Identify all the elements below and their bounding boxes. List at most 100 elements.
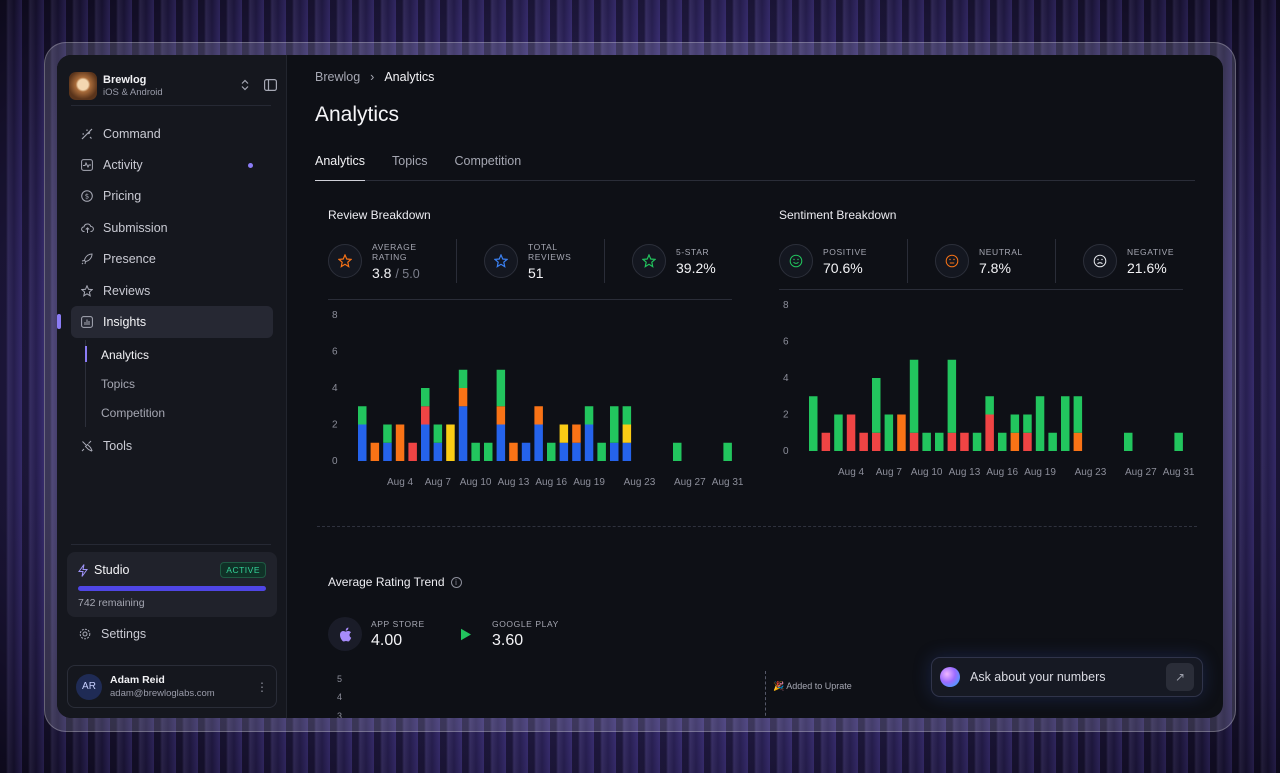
page-title: Analytics (315, 103, 400, 126)
stat-value: 51 (528, 264, 544, 281)
bar-segment (723, 442, 732, 461)
subnav-item-competition[interactable]: Competition (101, 405, 166, 420)
bar-segment (421, 424, 430, 461)
user-card[interactable]: AR Adam Reid adam@brewloglabs.com ⋮ (67, 665, 277, 708)
stat-label: 5-STAR (676, 246, 710, 257)
bar-segment (622, 406, 632, 425)
sidebar-item-label: Reviews (103, 283, 151, 298)
chevron-updown-icon[interactable] (240, 79, 250, 94)
y-tick-label: 2 (783, 410, 789, 421)
tab-analytics[interactable]: Analytics (315, 154, 366, 181)
stat-average-rating: AVERAGE RATING 3.8 / 5.0 (328, 239, 456, 283)
bar-segment (584, 424, 594, 461)
pricing-icon: $ (79, 188, 95, 204)
bar-segment (935, 432, 944, 451)
bar-segment (834, 414, 843, 451)
studio-card[interactable]: Studio ACTIVE 742 remaining (67, 552, 277, 617)
bar-segment (471, 442, 480, 461)
bar-segment (622, 424, 632, 443)
bar-segment (534, 406, 543, 425)
neutral-face-icon (935, 244, 969, 278)
user-name: Adam Reid (110, 674, 165, 686)
info-icon[interactable]: i (450, 576, 462, 588)
x-tick-label: Aug 7 (425, 477, 452, 488)
subnav-item-analytics[interactable]: Analytics (85, 340, 255, 369)
sidebar: Brewlog iOS & Android Command Activity (57, 55, 287, 718)
bar-segment (383, 424, 392, 443)
bar-segment (610, 442, 619, 461)
stat-total-reviews: TOTAL REVIEWS 51 (457, 239, 604, 283)
chevron-right-icon: › (370, 70, 375, 84)
sidebar-item-label: Pricing (103, 189, 142, 204)
tools-icon (79, 438, 95, 454)
sidebar-nav-tools: Tools (71, 430, 273, 461)
review-stats: AVERAGE RATING 3.8 / 5.0 TOTAL REVIEWS 5… (328, 239, 716, 283)
bar-segment (673, 442, 682, 461)
more-vertical-icon[interactable]: ⋮ (256, 679, 268, 694)
bar-segment (395, 424, 405, 461)
subnav-item-topics[interactable]: Topics (101, 376, 136, 391)
y-tick-label: 0 (783, 446, 789, 457)
tab-topics[interactable]: Topics (392, 154, 428, 168)
bar-segment (947, 432, 957, 451)
sidebar-item-activity[interactable]: Activity (71, 149, 273, 180)
bar-segment (534, 424, 543, 461)
svg-text:$: $ (85, 193, 89, 201)
x-tick-label: Aug 16 (535, 477, 567, 488)
bar-segment (458, 388, 468, 407)
app-window: Brewlog iOS & Android Command Activity (57, 55, 1223, 718)
activity-icon (79, 157, 95, 173)
bar-segment (1023, 432, 1032, 451)
sentiment-stats: POSITIVE 70.6% NEUTRAL 7.8% NEGATIVE 21.… (779, 239, 1174, 283)
stat-value: 7.8% (979, 259, 1011, 276)
sidebar-item-insights[interactable]: Insights (57, 306, 273, 338)
workspace-name: Brewlog (103, 74, 147, 86)
tab-competition[interactable]: Competition (454, 154, 522, 168)
bar-segment (960, 432, 969, 451)
bar-segment (821, 432, 831, 451)
sidebar-item-label: Presence (103, 252, 156, 267)
main-content: Brewlog › Analytics Analytics Analytics … (287, 55, 1223, 718)
ask-input[interactable]: Ask about your numbers (970, 670, 1106, 684)
rating-trend-title: Average Rating Trend (328, 575, 445, 589)
bar-segment (1010, 414, 1020, 433)
bar-segment (1073, 432, 1083, 451)
sidebar-toggle-icon[interactable] (264, 78, 278, 94)
y-tick-label: 8 (783, 300, 789, 311)
arrow-up-right-icon[interactable]: ↗ (1166, 663, 1194, 691)
sidebar-item-tools[interactable]: Tools (71, 430, 273, 461)
bar-segment (572, 424, 581, 443)
sidebar-item-reviews[interactable]: Reviews (71, 275, 273, 306)
sentiment-breakdown-chart: 0 2 4 6 8 Aug 4 Aug 7 Aug 10 Aug 13 Aug 16 Aug 19 A… (783, 300, 1195, 478)
sidebar-item-submission[interactable]: Submission (71, 212, 273, 243)
sidebar-item-presence[interactable]: Presence (71, 244, 273, 275)
bar-segment (358, 406, 367, 425)
sidebar-divider (71, 544, 271, 545)
breadcrumb-root[interactable]: Brewlog (315, 70, 361, 84)
bar-segment (547, 442, 556, 461)
section-divider (779, 289, 1183, 290)
studio-progress-fill (78, 586, 266, 591)
stat-divider (1055, 239, 1056, 283)
bar-segment (358, 424, 367, 461)
bar-segment (421, 406, 430, 425)
ask-assistant-bar[interactable]: Ask about your numbers ↗ (931, 657, 1203, 697)
stat-five-star: 5-STAR 39.2% (605, 239, 716, 283)
upload-icon (79, 220, 95, 236)
settings-link[interactable]: Settings (79, 627, 146, 641)
stat-value: 70.6% (823, 259, 863, 276)
sidebar-nav: Command Activity $ Pricing Submission Pr… (57, 118, 273, 338)
annotation-line (765, 671, 766, 718)
review-breakdown-title: Review Breakdown (328, 208, 431, 222)
bar-segment (1010, 432, 1020, 451)
bar-segment (985, 414, 994, 451)
sidebar-item-command[interactable]: Command (71, 118, 273, 149)
x-tick-label: Aug 31 (712, 477, 744, 488)
command-icon (79, 126, 95, 142)
sidebar-item-pricing[interactable]: $ Pricing (71, 181, 273, 212)
stat-label: NEUTRAL (979, 246, 1023, 257)
workspace-switcher[interactable]: Brewlog iOS & Android (69, 67, 278, 105)
stat-value: 3.8 / 5.0 (372, 264, 420, 281)
y-tick-label: 8 (332, 310, 338, 321)
lightning-icon (78, 563, 88, 577)
